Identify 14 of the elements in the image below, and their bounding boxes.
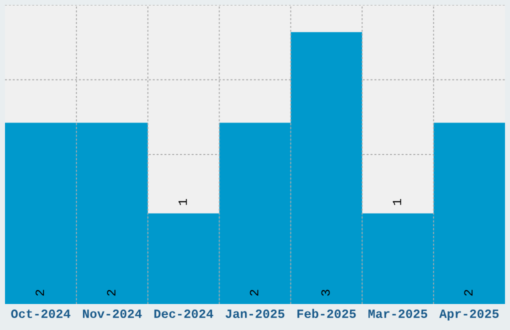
x-tick-label: Mar-2025 bbox=[368, 310, 428, 318]
data-label: 2 bbox=[36, 290, 44, 296]
x-tick-label: Apr-2025 bbox=[439, 310, 499, 321]
data-label: 2 bbox=[250, 290, 258, 296]
x-tick-label: Oct-2024 bbox=[11, 310, 70, 318]
data-label: 3 bbox=[321, 290, 330, 296]
x-tick-label: Nov-2024 bbox=[82, 310, 142, 318]
data-label: 1 bbox=[178, 198, 187, 205]
data-label: 2 bbox=[107, 290, 116, 296]
x-tick-label: Jan-2025 bbox=[226, 310, 284, 318]
data-label: 2 bbox=[464, 290, 473, 296]
x-tick-label: Dec-2024 bbox=[154, 310, 214, 318]
data-label: 1 bbox=[392, 198, 402, 205]
x-tick-label: Feb-2025 bbox=[297, 308, 356, 318]
